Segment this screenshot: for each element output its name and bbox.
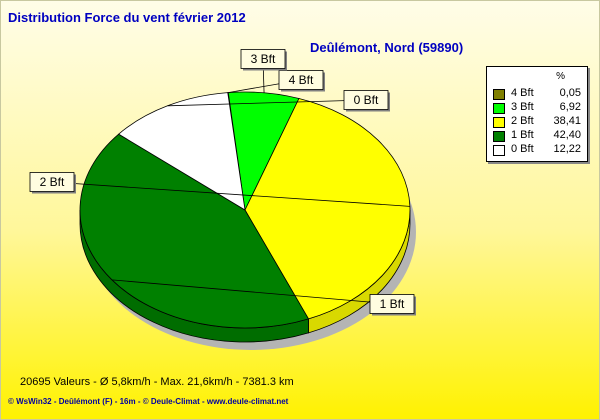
label-box-3-bft	[240, 49, 286, 69]
label-box-2-bft	[29, 172, 75, 192]
legend-value-4-bft: 0,05	[559, 87, 581, 99]
legend-row-0-bft: 0 Bft 12,22	[493, 143, 585, 156]
legend-label-4-bft: 4 Bft	[511, 87, 534, 99]
legend-value-3-bft: 6,92	[559, 101, 581, 113]
pie-slice-1-bft	[79, 133, 310, 329]
label-box-0-bft	[343, 90, 389, 110]
leader-line-0-bft	[167, 99, 367, 107]
legend-label-3-bft: 3 Bft	[511, 101, 534, 113]
legend-row-2-bft: 2 Bft 38,41	[493, 115, 585, 128]
label-box-1-bft	[369, 294, 415, 314]
legend-row-3-bft: 3 Bft 6,92	[493, 101, 585, 114]
slice-label-1-bft: 1 Bft	[380, 297, 405, 311]
legend-value-2-bft: 38,41	[553, 115, 581, 127]
legend-label-0-bft: 0 Bft	[511, 143, 534, 155]
legend-value-0-bft: 12,22	[553, 143, 581, 155]
footer-credits: © WsWin32 - Deûlémont (F) - 16m - © Deul…	[8, 397, 289, 406]
legend-row-4-bft: 4 Bft 0,05	[493, 87, 585, 100]
pie-slice-0-bft	[117, 92, 246, 211]
footer-stats: 20695 Valeurs - Ø 5,8km/h - Max. 21,6km/…	[20, 376, 294, 388]
legend-swatch-2-bft	[493, 117, 505, 128]
legend-label-1-bft: 1 Bft	[511, 129, 534, 141]
chart-title: Distribution Force du vent février 2012	[8, 10, 246, 25]
legend-swatch-0-bft	[493, 145, 505, 156]
legend: % 4 Bft 0,05 3 Bft 6,92 2 Bft 38,41 1 Bft 42,40…	[486, 66, 588, 162]
legend-swatch-3-bft	[493, 103, 505, 114]
legend-value-1-bft: 42,40	[553, 129, 581, 141]
slice-label-3-bft: 3 Bft	[251, 52, 276, 66]
legend-row-1-bft: 1 Bft 42,40	[493, 129, 585, 142]
legend-swatch-1-bft	[493, 131, 505, 142]
label-box-4-bft	[278, 70, 324, 90]
leader-line-1-bft	[112, 279, 393, 305]
legend-swatch-4-bft	[493, 89, 505, 100]
slice-label-4-bft: 4 Bft	[289, 73, 314, 87]
chart-subtitle: Deûlémont, Nord (59890)	[310, 40, 464, 55]
leader-line-2-bft	[51, 181, 410, 207]
legend-unit: %	[556, 71, 565, 82]
legend-label-2-bft: 2 Bft	[511, 115, 534, 127]
slice-label-2-bft: 2 Bft	[40, 175, 65, 189]
slice-label-0-bft: 0 Bft	[354, 93, 379, 107]
